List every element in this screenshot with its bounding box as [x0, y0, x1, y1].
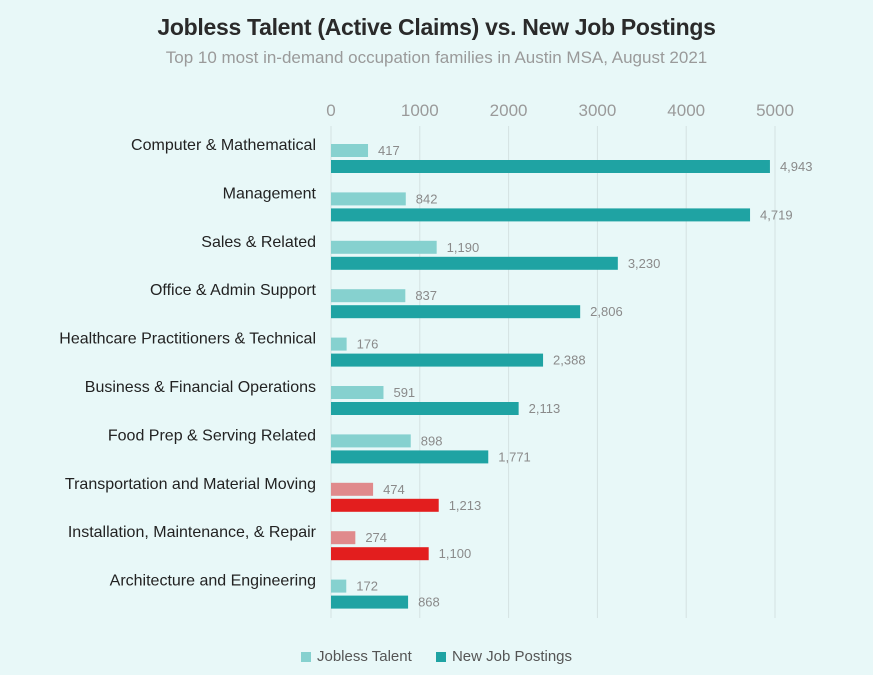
data-label-new-job-postings-food-prep-serving-related: 1,771 — [498, 449, 531, 464]
category-label-management: Management — [223, 185, 317, 202]
chart-title: Jobless Talent (Active Claims) vs. New J… — [157, 14, 716, 40]
data-label-jobless-talent-management: 842 — [416, 191, 438, 206]
data-label-new-job-postings-sales-related: 3,230 — [628, 256, 661, 271]
bar-jobless-talent-installation-maintenance-repair — [331, 531, 356, 545]
bar-new-job-postings-installation-maintenance-repair — [331, 547, 429, 561]
data-label-jobless-talent-computer-mathematical: 417 — [378, 143, 400, 158]
data-label-new-job-postings-computer-mathematical: 4,943 — [780, 159, 813, 174]
bar-new-job-postings-office-admin-support — [331, 305, 581, 319]
data-label-new-job-postings-business-financial-operations: 2,113 — [529, 401, 561, 416]
data-label-jobless-talent-transportation-and-material-moving: 474 — [383, 482, 405, 497]
legend-item-jobless-talent: Jobless Talent — [300, 648, 412, 665]
legend-swatch-new-job-postings — [435, 651, 446, 662]
bar-new-job-postings-healthcare-practitioners-technical — [331, 353, 544, 367]
bar-new-job-postings-food-prep-serving-related — [331, 450, 489, 464]
bar-chart: 0 1000 2000 3000 4000 5000 Computer & Mathemat… — [59, 101, 813, 618]
bar-jobless-talent-business-financial-operations — [331, 386, 384, 399]
bar-new-job-postings-business-financial-operations — [331, 402, 519, 415]
legend-label-jobless-talent: Jobless Talent — [316, 648, 412, 665]
bar-jobless-talent-computer-mathematical — [331, 144, 369, 157]
x-tick-label-3000: 3000 — [578, 101, 616, 120]
bar-jobless-talent-food-prep-serving-related — [331, 434, 411, 448]
legend-label-new-job-postings: New Job Postings — [451, 648, 573, 665]
x-tick-label-5000: 5000 — [756, 101, 794, 120]
data-label-new-job-postings-healthcare-practitioners-technical: 2,388 — [553, 353, 586, 368]
bar-jobless-talent-office-admin-support — [331, 289, 406, 303]
bar-jobless-talent-healthcare-practitioners-technical — [331, 337, 347, 351]
data-label-new-job-postings-management: 4,719 — [760, 207, 793, 222]
bar-new-job-postings-transportation-and-material-moving — [331, 498, 439, 512]
x-tick-label-0: 0 — [326, 101, 335, 120]
category-label-installation-maintenance-repair: Installation, Maintenance, & Repair — [68, 524, 317, 541]
bar-jobless-talent-transportation-and-material-moving — [331, 482, 374, 496]
data-label-jobless-talent-food-prep-serving-related: 898 — [421, 433, 443, 448]
category-label-transportation-and-material-moving: Transportation and Material Moving — [65, 476, 316, 493]
data-label-jobless-talent-installation-maintenance-repair: 274 — [365, 530, 387, 545]
chart-subtitle: Top 10 most in-demand occupation familie… — [165, 48, 708, 67]
data-label-new-job-postings-installation-maintenance-repair: 1,100 — [439, 546, 472, 561]
category-label-sales-related: Sales & Related — [201, 234, 316, 251]
bar-new-job-postings-sales-related — [331, 256, 618, 270]
data-label-jobless-talent-office-admin-support: 837 — [415, 288, 437, 303]
category-label-business-financial-operations: Business & Financial Operations — [85, 379, 316, 396]
legend-item-new-job-postings: New Job Postings — [435, 648, 573, 665]
bar-new-job-postings-architecture-and-engineering — [331, 595, 409, 609]
category-label-healthcare-practitioners-technical: Healthcare Practitioners & Technical — [59, 331, 316, 348]
bar-jobless-talent-management — [331, 192, 406, 206]
data-label-new-job-postings-transportation-and-material-moving: 1,213 — [449, 498, 482, 513]
category-label-computer-mathematical: Computer & Mathematical — [131, 137, 316, 154]
data-label-jobless-talent-sales-related: 1,190 — [447, 240, 480, 255]
x-tick-label-1000: 1000 — [401, 101, 439, 120]
bar-jobless-talent-sales-related — [331, 240, 437, 254]
data-label-jobless-talent-architecture-and-engineering: 172 — [356, 579, 378, 594]
legend-swatch-jobless-talent — [300, 651, 311, 662]
data-label-jobless-talent-healthcare-practitioners-technical: 176 — [357, 337, 379, 352]
bar-jobless-talent-architecture-and-engineering — [331, 579, 347, 593]
x-tick-label-4000: 4000 — [667, 101, 705, 120]
bar-new-job-postings-management — [331, 208, 751, 222]
category-label-architecture-and-engineering: Architecture and Engineering — [110, 573, 316, 590]
category-label-food-prep-serving-related: Food Prep & Serving Related — [108, 427, 316, 444]
data-label-new-job-postings-architecture-and-engineering: 868 — [418, 595, 440, 610]
category-label-office-admin-support: Office & Admin Support — [150, 282, 317, 299]
x-tick-label-2000: 2000 — [490, 101, 528, 120]
chart-legend: Jobless Talent New Job Postings — [0, 648, 873, 666]
bar-new-job-postings-computer-mathematical — [331, 160, 770, 173]
data-label-new-job-postings-office-admin-support: 2,806 — [590, 304, 623, 319]
data-label-jobless-talent-business-financial-operations: 591 — [393, 385, 415, 400]
